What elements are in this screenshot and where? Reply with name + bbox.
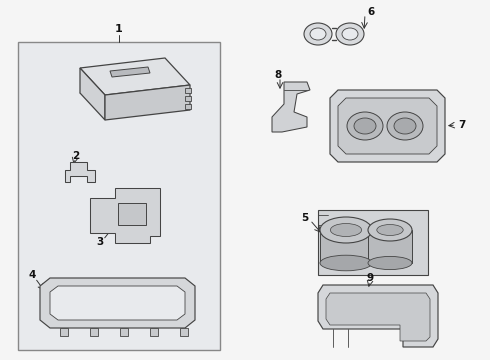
Polygon shape: [90, 328, 98, 336]
Polygon shape: [80, 58, 190, 95]
Ellipse shape: [368, 256, 412, 270]
Polygon shape: [105, 85, 190, 120]
Polygon shape: [80, 68, 105, 120]
Bar: [185, 104, 191, 109]
Ellipse shape: [347, 112, 383, 140]
Ellipse shape: [310, 28, 326, 40]
Text: 2: 2: [72, 151, 79, 161]
Ellipse shape: [342, 28, 358, 40]
Polygon shape: [320, 230, 372, 263]
Polygon shape: [318, 285, 438, 347]
Polygon shape: [180, 328, 188, 336]
Polygon shape: [326, 293, 430, 341]
Polygon shape: [110, 67, 150, 77]
Polygon shape: [318, 210, 428, 275]
Bar: [118, 203, 146, 225]
Ellipse shape: [394, 118, 416, 134]
Polygon shape: [40, 278, 195, 328]
Ellipse shape: [336, 23, 364, 45]
Polygon shape: [60, 328, 68, 336]
Ellipse shape: [304, 23, 332, 45]
Text: 8: 8: [274, 70, 282, 80]
Polygon shape: [338, 98, 437, 154]
Polygon shape: [368, 230, 412, 263]
Polygon shape: [272, 82, 310, 132]
Text: 5: 5: [301, 213, 308, 223]
Text: 9: 9: [367, 273, 373, 283]
Text: 7: 7: [458, 120, 466, 130]
Polygon shape: [150, 328, 158, 336]
Ellipse shape: [330, 224, 362, 237]
Ellipse shape: [354, 118, 376, 134]
Ellipse shape: [387, 112, 423, 140]
Polygon shape: [120, 328, 128, 336]
Bar: [18, 42, 220, 350]
Text: 4: 4: [28, 270, 36, 280]
Ellipse shape: [320, 217, 372, 243]
Text: 6: 6: [367, 7, 374, 17]
Ellipse shape: [368, 219, 412, 241]
Polygon shape: [65, 162, 95, 182]
Ellipse shape: [320, 255, 372, 271]
Polygon shape: [330, 90, 445, 162]
Text: 3: 3: [97, 237, 103, 247]
Polygon shape: [90, 188, 160, 243]
Bar: [185, 96, 191, 101]
Text: 1: 1: [115, 24, 123, 34]
Bar: [185, 88, 191, 93]
Ellipse shape: [377, 225, 403, 235]
Polygon shape: [50, 286, 185, 320]
